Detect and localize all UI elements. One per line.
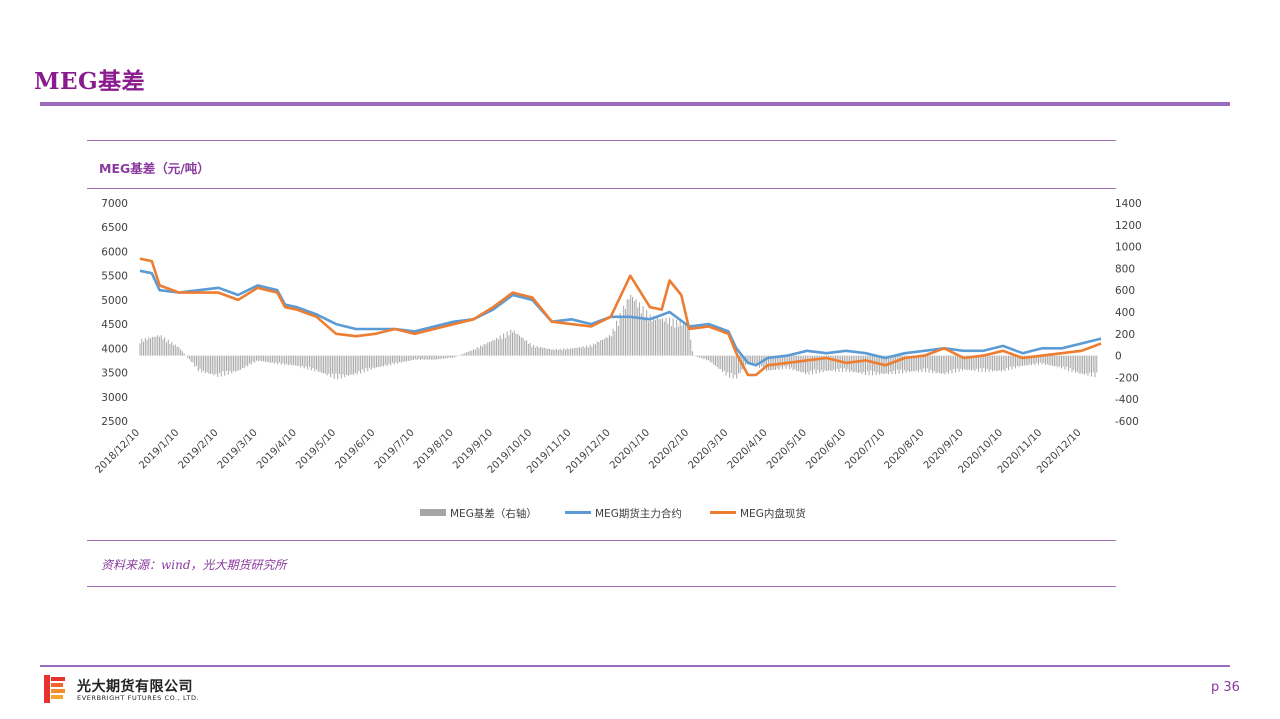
y-right-tick-label: 0: [1115, 351, 1122, 363]
legend-spot-label: MEG内盘现货: [740, 507, 806, 520]
x-tick-label: 2020/7/10: [843, 427, 887, 471]
chart-frame-header-rule: [87, 188, 1116, 189]
x-tick-label: 2019/2/10: [177, 427, 221, 471]
company-logo-icon: [44, 675, 65, 703]
x-tick-label: 2019/1/10: [137, 427, 181, 471]
legend-basis-swatch: [420, 509, 446, 516]
y-right-tick-label: 1200: [1115, 220, 1142, 232]
spot-line: [139, 257, 1102, 377]
slide-title: MEG基差: [34, 68, 146, 95]
y-right-tick-label: -400: [1115, 394, 1139, 406]
x-tick-label: 2020/2/10: [647, 427, 691, 471]
page-number: p 36: [1211, 680, 1240, 695]
footer-divider: [40, 665, 1230, 667]
y-right-tick-label: 600: [1115, 285, 1135, 297]
x-tick-label: 2019/5/10: [294, 427, 338, 471]
y-right-tick-label: -200: [1115, 372, 1139, 384]
x-tick-label: 2020/8/10: [883, 427, 927, 471]
y-left-tick-label: 5000: [101, 295, 128, 307]
y-left-tick-label: 7000: [101, 198, 128, 210]
y-left-tick-label: 3000: [101, 392, 128, 404]
legend-futures-label: MEG期货主力合约: [595, 507, 682, 520]
y-left-tick-label: 2500: [101, 416, 128, 428]
y-left-tick-label: 4000: [101, 343, 128, 355]
meg-basis-chart: 2500300035004000450050005500600065007000…: [94, 198, 1142, 520]
x-tick-label: 2020/3/10: [686, 427, 730, 471]
x-tick-label: 2019/7/10: [373, 427, 417, 471]
y-right-tick-label: 1000: [1115, 242, 1142, 254]
x-tick-label: 2018/12/10: [94, 427, 143, 476]
chart-frame-footer-rule: [87, 540, 1116, 541]
chart-frame-bottom: [87, 586, 1116, 587]
chart-title: MEG基差（元/吨）: [99, 161, 210, 176]
y-right-tick-label: 400: [1115, 307, 1135, 319]
source-note: 资料来源：wind，光大期货研究所: [101, 558, 287, 572]
x-tick-label: 2019/3/10: [216, 427, 260, 471]
y-right-tick-label: -600: [1115, 416, 1139, 428]
legend-basis-label: MEG基差（右轴）: [450, 507, 537, 520]
x-tick-label: 2019/4/10: [255, 427, 299, 471]
chart-frame-top: [87, 140, 1116, 141]
x-tick-label: 2020/4/10: [726, 427, 770, 471]
y-left-tick-label: 6000: [101, 246, 128, 258]
x-tick-label: 2019/8/10: [412, 427, 456, 471]
y-right-tick-label: 200: [1115, 329, 1135, 341]
y-left-tick-label: 6500: [101, 222, 128, 234]
x-tick-label: 2020/5/10: [765, 427, 809, 471]
y-right-tick-label: 1400: [1115, 198, 1142, 210]
y-right-tick-label: 800: [1115, 263, 1135, 275]
x-tick-label: 2020/1/10: [608, 427, 652, 471]
y-left-tick-label: 3500: [101, 368, 128, 380]
y-left-tick-label: 5500: [101, 271, 128, 283]
company-name-en: EVERBRIGHT FUTURES CO., LTD.: [77, 694, 200, 702]
y-left-tick-label: 4500: [101, 319, 128, 331]
title-divider: [40, 102, 1230, 106]
x-tick-label: 2019/6/10: [333, 427, 377, 471]
x-tick-label: 2020/6/10: [804, 427, 848, 471]
company-name-cn: 光大期货有限公司: [77, 679, 193, 695]
